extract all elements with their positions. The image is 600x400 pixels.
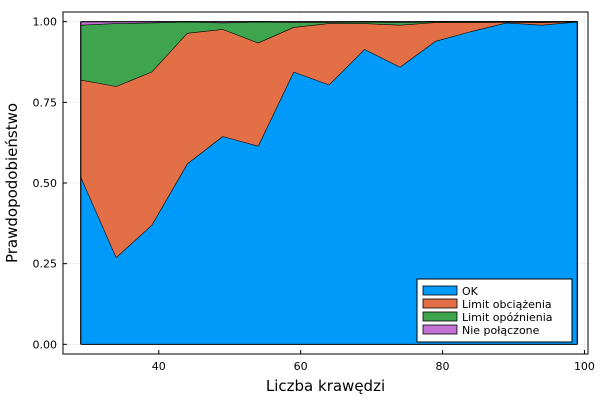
area-series-2 [80, 21, 578, 258]
x-tick-label: 60 [294, 360, 308, 373]
y-tick-label: 1.00 [33, 16, 58, 29]
area-series-3 [80, 21, 578, 87]
legend-swatch [422, 324, 458, 335]
x-tick-label: 80 [436, 360, 450, 373]
x-tick-label: 100 [574, 360, 595, 373]
legend-label: Limit opóźnienia [462, 311, 553, 324]
x-tick-label: 40 [152, 360, 166, 373]
y-axis-title: Prawdopodobieństwo [3, 103, 21, 263]
legend-swatch [422, 285, 458, 296]
y-tick-label: 0.25 [33, 258, 58, 271]
axis-ticks: 40 60 80 100 0.00 0.25 0.50 0.75 1.00 [33, 16, 595, 373]
legend-label: Limit obciążenia [462, 298, 552, 311]
y-tick-label: 0.75 [33, 96, 58, 109]
area-series-1 [80, 21, 578, 345]
legend-swatch [422, 298, 458, 309]
plot-areas [80, 21, 578, 345]
legend-swatch [422, 311, 458, 322]
legend-label: Nie połączone [462, 324, 540, 337]
x-axis-title: Liczba krawędzi [266, 377, 385, 395]
y-tick-label: 0.00 [33, 338, 58, 351]
y-tick-label: 0.50 [33, 177, 58, 190]
legend-label: OK [462, 285, 479, 298]
